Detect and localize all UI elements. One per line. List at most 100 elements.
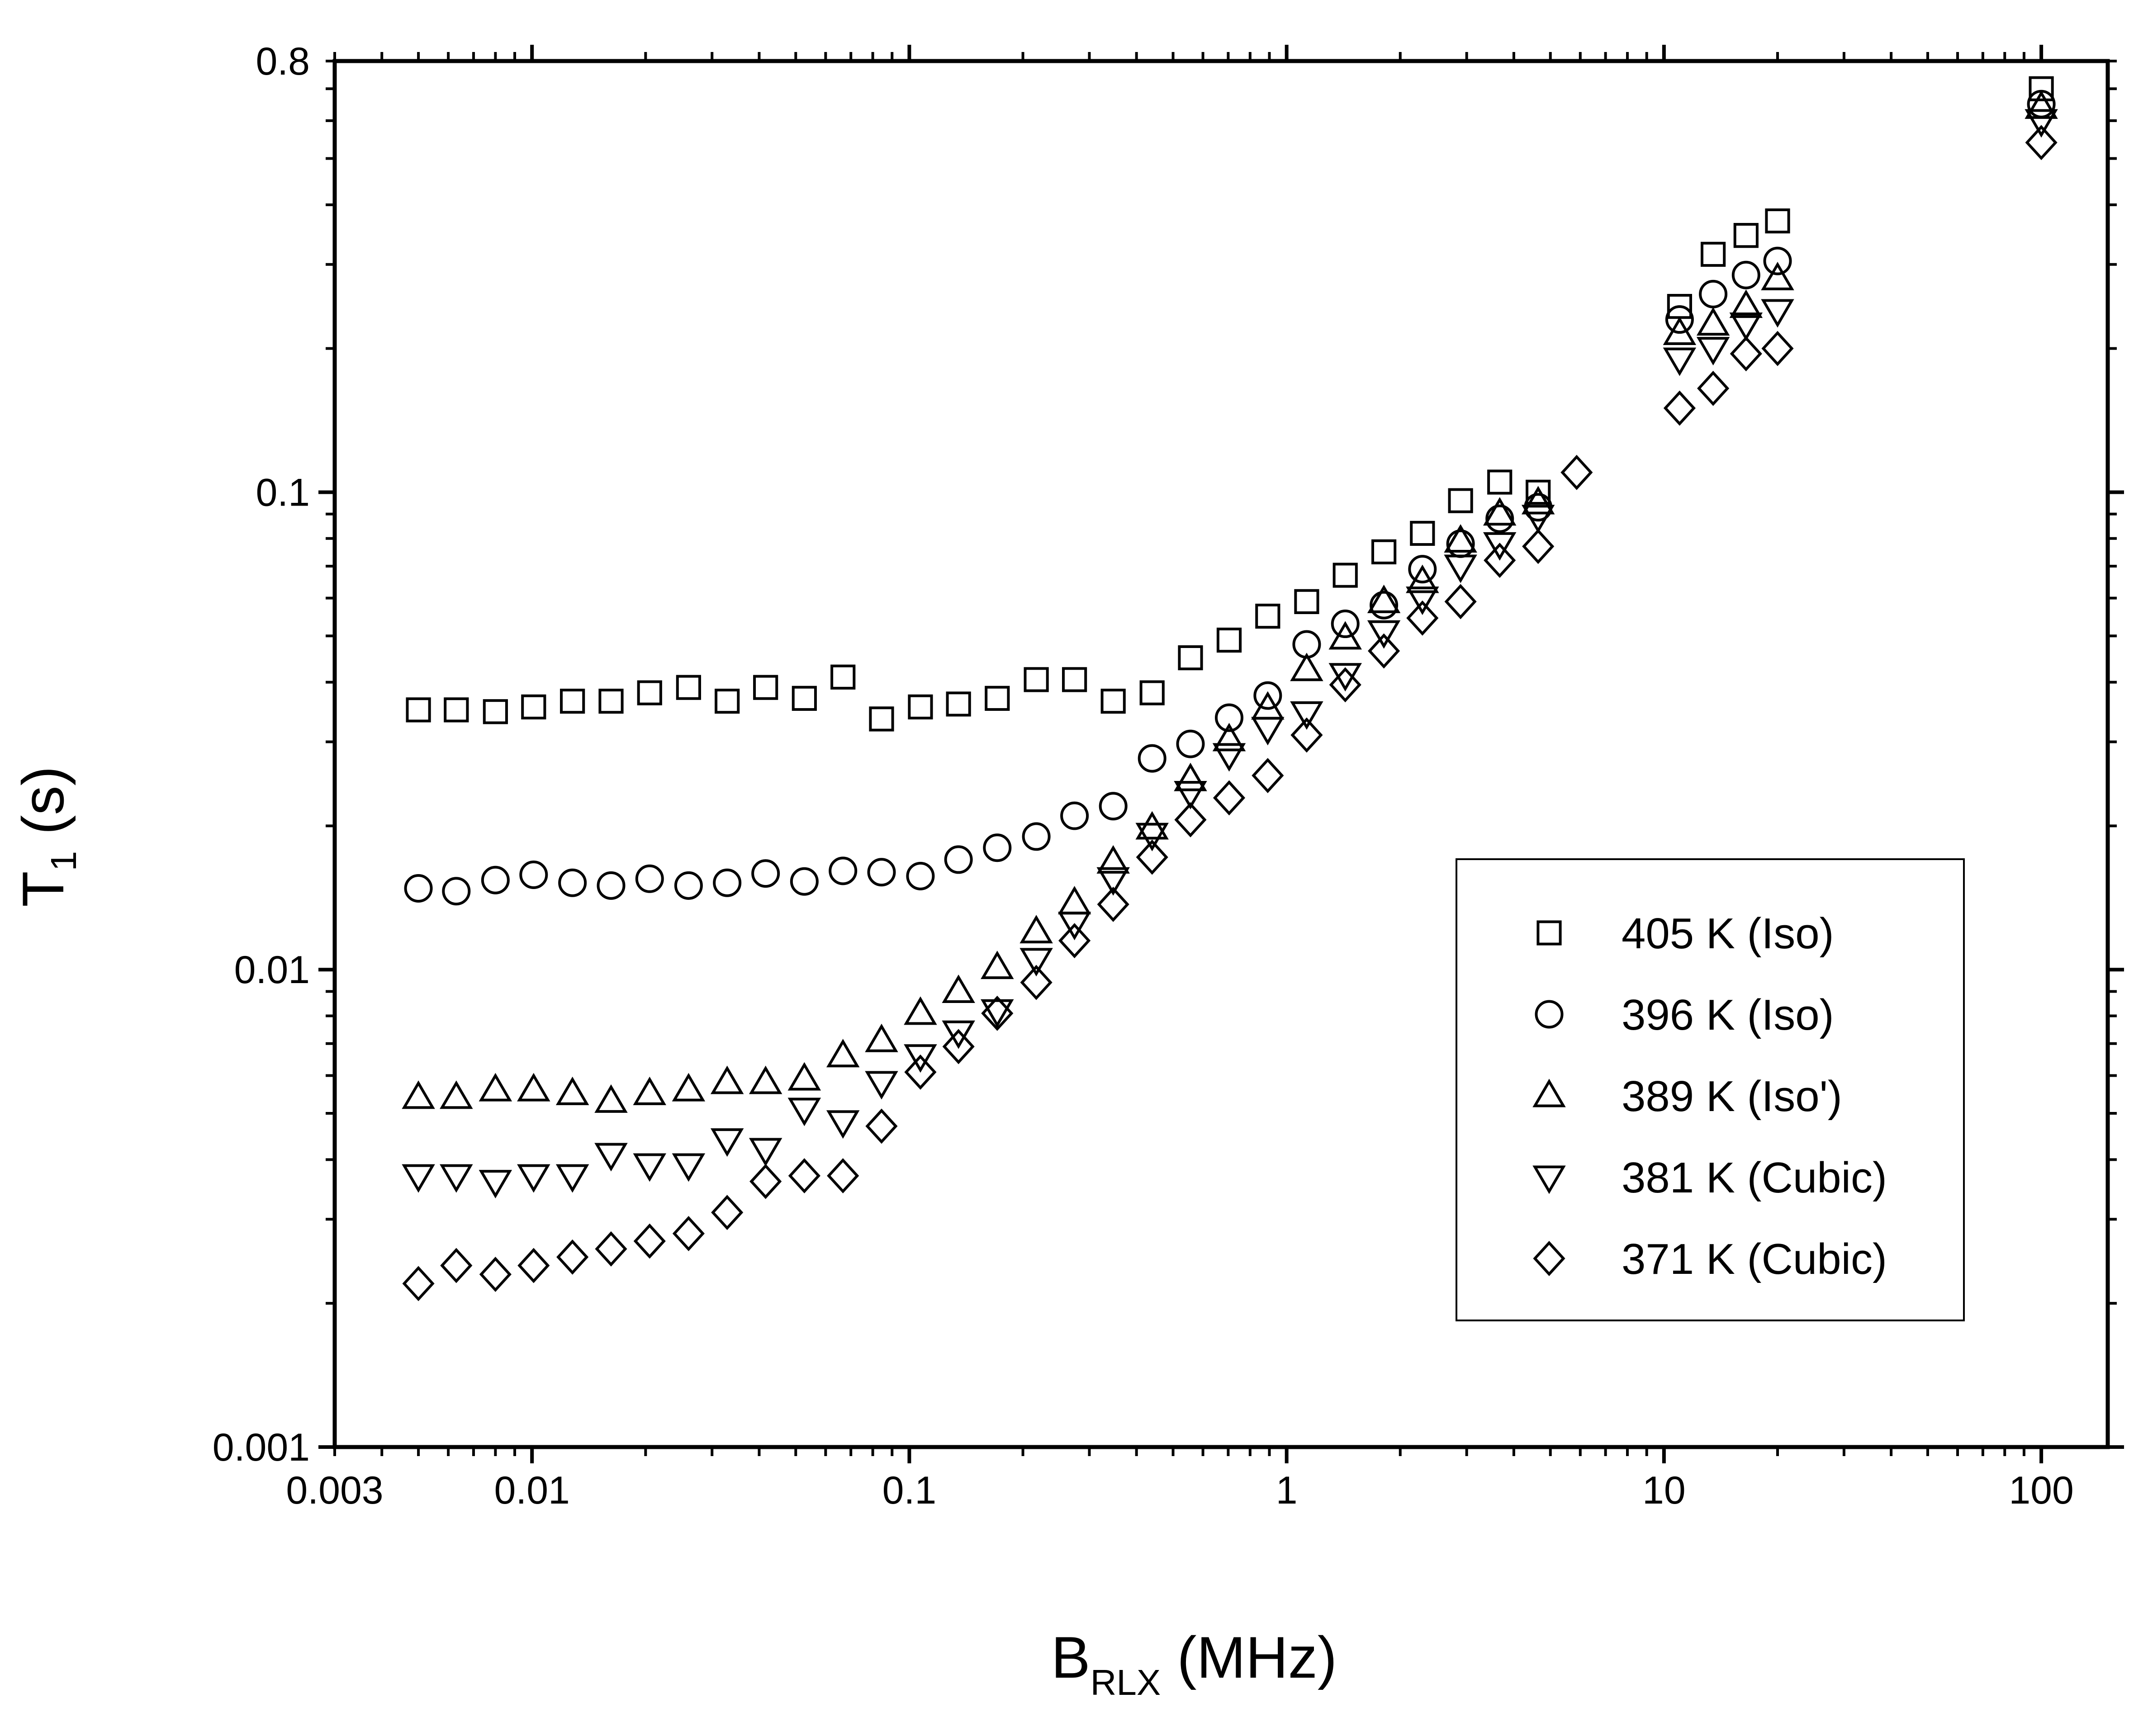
data-point	[1058, 923, 1091, 959]
data-point	[1729, 312, 1763, 341]
data-point	[983, 833, 1012, 862]
data-point	[1135, 811, 1169, 840]
data-point	[1729, 289, 1763, 318]
x-tick-label: 1	[1276, 1469, 1298, 1512]
series-5	[402, 125, 2058, 1301]
data-point	[1251, 691, 1285, 720]
data-point	[1019, 915, 1053, 944]
data-point	[942, 1029, 975, 1064]
data-point	[1526, 479, 1551, 505]
legend-marker	[1533, 1241, 1565, 1276]
data-point	[404, 874, 433, 903]
data-point	[1057, 912, 1091, 941]
data-point	[1521, 486, 1555, 515]
data-point	[942, 1020, 975, 1049]
data-point	[406, 697, 431, 723]
legend-label: 381 K (Cubic)	[1622, 1154, 1887, 1202]
data-points	[402, 76, 2058, 1301]
data-point	[908, 694, 933, 719]
data-point	[749, 1164, 782, 1199]
data-point	[483, 699, 508, 724]
data-point	[1522, 529, 1555, 564]
data-point	[1096, 867, 1130, 896]
x-tick-label: 0.003	[286, 1469, 383, 1512]
series-1	[406, 76, 2054, 732]
data-point	[597, 871, 626, 900]
data-point	[1406, 564, 1439, 593]
data-point	[517, 1073, 550, 1102]
data-point	[1761, 299, 1794, 328]
data-point	[1024, 667, 1049, 692]
data-point	[790, 867, 819, 896]
data-point	[402, 1164, 435, 1193]
data-point	[942, 974, 975, 1003]
data-point	[402, 1080, 435, 1109]
data-point	[1212, 743, 1246, 772]
data-point	[1663, 317, 1697, 345]
series-3	[402, 90, 2058, 1113]
data-point	[710, 1128, 744, 1157]
data-point	[517, 1248, 550, 1283]
data-point	[1367, 584, 1401, 613]
data-point	[1294, 589, 1319, 614]
data-point	[1696, 307, 1730, 336]
data-point	[2029, 76, 2054, 101]
x-tick-label: 100	[2009, 1469, 2074, 1512]
data-point	[1020, 965, 1053, 1000]
data-point	[1253, 681, 1282, 710]
data-point	[715, 688, 740, 714]
data-point	[1410, 520, 1435, 546]
data-point	[440, 1248, 473, 1283]
data-point	[1483, 497, 1517, 526]
data-point	[635, 864, 664, 893]
data-point	[1370, 591, 1399, 620]
data-point	[676, 675, 701, 700]
data-point	[1485, 504, 1514, 533]
data-point	[1663, 347, 1697, 376]
data-point	[1214, 703, 1243, 732]
data-point	[2025, 109, 2058, 138]
data-point	[1100, 688, 1126, 714]
data-point	[479, 1170, 512, 1199]
data-point	[1663, 390, 1696, 426]
data-point	[555, 1076, 589, 1105]
data-point	[1329, 667, 1361, 703]
series-2	[404, 90, 2056, 906]
data-point	[558, 868, 587, 897]
data-point	[788, 1158, 820, 1194]
data-point	[1290, 701, 1323, 730]
data-point	[826, 1039, 860, 1068]
data-point	[1057, 886, 1091, 915]
data-point	[865, 1071, 898, 1100]
data-point	[1251, 717, 1285, 746]
x-tick-label: 10	[1642, 1469, 1686, 1512]
legend-marker	[1532, 1078, 1566, 1107]
data-point	[1665, 305, 1694, 334]
data-point	[1697, 370, 1730, 406]
data-point	[479, 1257, 512, 1292]
data-point	[1406, 600, 1439, 636]
data-point	[633, 1153, 666, 1182]
data-point	[904, 1054, 937, 1090]
x-tick-label: 0.1	[882, 1469, 937, 1512]
data-point	[1761, 331, 1794, 366]
data-point	[1212, 723, 1246, 752]
data-point	[1444, 584, 1477, 620]
data-point	[2025, 90, 2058, 119]
data-point	[830, 664, 856, 690]
data-point	[944, 845, 973, 874]
data-point	[440, 1080, 473, 1109]
data-point	[519, 860, 548, 889]
data-point	[1255, 603, 1280, 629]
data-point	[444, 697, 469, 723]
legend-box	[1456, 858, 1965, 1321]
data-point	[595, 1231, 627, 1267]
data-point	[672, 1073, 706, 1102]
data-point	[402, 1266, 435, 1301]
y-tick-label: 0.1	[256, 471, 310, 514]
data-point	[753, 675, 778, 700]
legend-label: 396 K (Iso)	[1622, 991, 1834, 1039]
data-point	[904, 996, 937, 1025]
data-point	[479, 1073, 512, 1102]
legend-label: 405 K (Iso)	[1622, 909, 1834, 958]
